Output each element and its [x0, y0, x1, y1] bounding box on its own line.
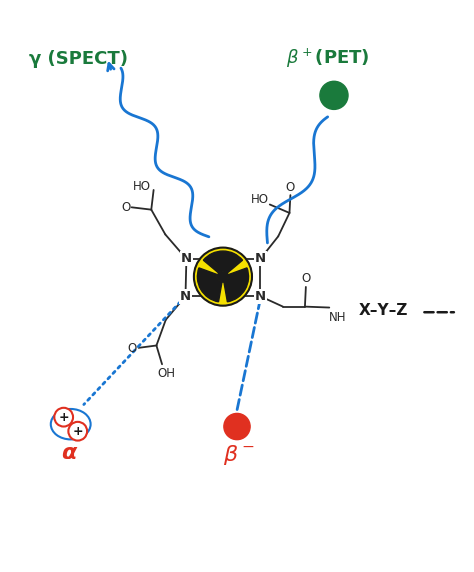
Wedge shape	[203, 251, 243, 273]
Text: OH: OH	[158, 367, 176, 380]
Circle shape	[224, 414, 250, 440]
Text: NH: NH	[329, 311, 346, 324]
Text: O: O	[301, 272, 310, 285]
Text: $\beta^-$: $\beta^-$	[223, 443, 255, 467]
Text: O: O	[121, 201, 130, 214]
Text: O: O	[128, 342, 137, 355]
Text: +: +	[58, 411, 69, 424]
Circle shape	[218, 271, 228, 282]
Text: N: N	[255, 290, 266, 303]
Text: X–Y–Z: X–Y–Z	[358, 303, 408, 319]
Circle shape	[68, 422, 87, 440]
Text: HO: HO	[250, 193, 268, 206]
Text: +: +	[73, 425, 83, 438]
Text: γ (SPECT): γ (SPECT)	[28, 50, 128, 68]
Text: O: O	[286, 181, 295, 194]
Text: N: N	[255, 252, 266, 265]
Text: α: α	[61, 443, 76, 463]
Text: N: N	[180, 290, 191, 303]
Wedge shape	[197, 268, 222, 302]
Circle shape	[194, 248, 252, 305]
Text: $\beta^+$(PET): $\beta^+$(PET)	[286, 47, 370, 70]
Text: HO: HO	[133, 180, 151, 193]
Circle shape	[320, 81, 348, 109]
Circle shape	[55, 408, 73, 427]
Wedge shape	[224, 268, 248, 302]
Text: N: N	[181, 252, 192, 265]
